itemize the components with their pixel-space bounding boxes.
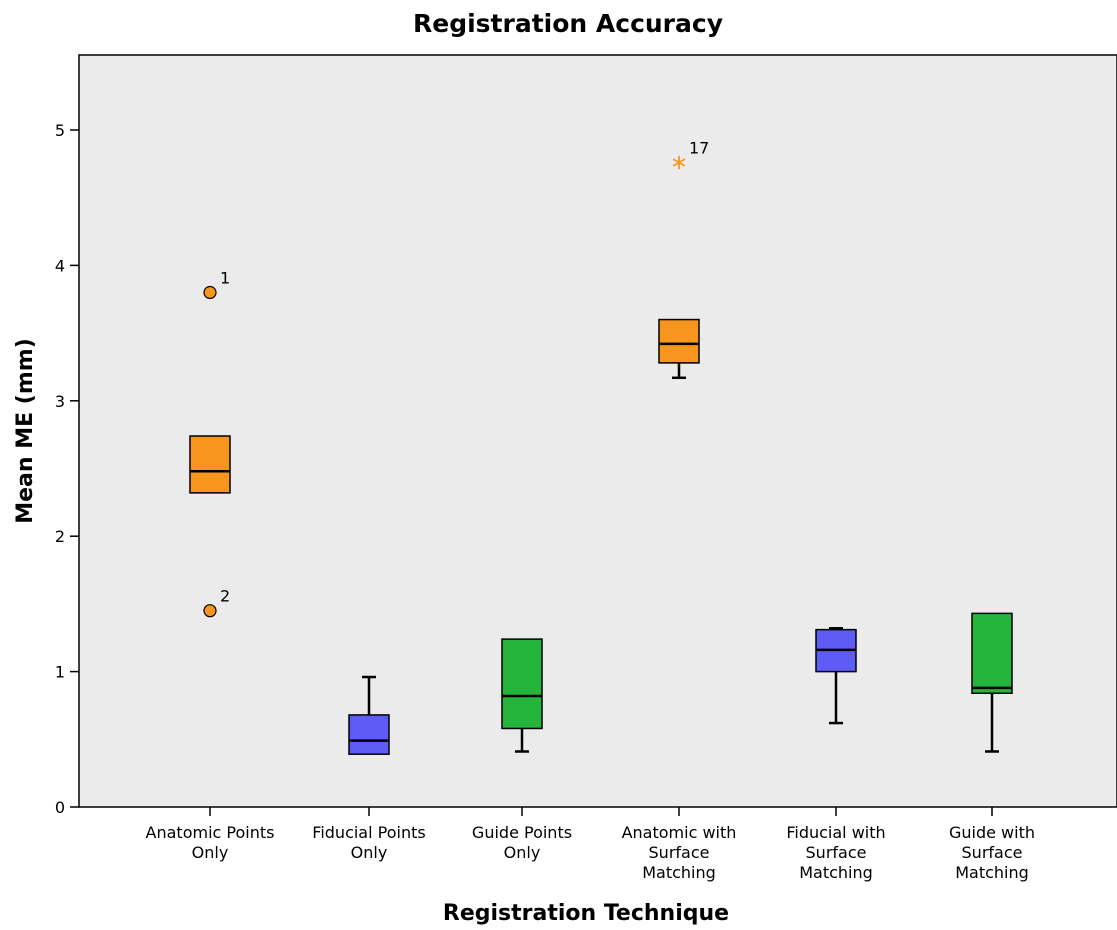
y-axis: 0 1 2 3 4 5 bbox=[55, 121, 79, 817]
box-rect bbox=[348, 714, 390, 755]
boxes-group bbox=[189, 318, 1013, 755]
y-tick-label: 5 bbox=[55, 121, 65, 140]
outlier-circle bbox=[203, 285, 217, 300]
y-axis-title: Mean ME (mm) bbox=[13, 338, 38, 524]
category-label-line: Anatomic Points bbox=[146, 823, 275, 842]
chart-title: Registration Accuracy bbox=[413, 9, 723, 38]
box-rect bbox=[501, 638, 543, 730]
category-label-line: Only bbox=[351, 843, 388, 862]
y-tick-label: 2 bbox=[55, 527, 65, 546]
category-label-line: Only bbox=[504, 843, 541, 862]
y-tick-label: 3 bbox=[55, 392, 65, 411]
box-4 bbox=[658, 318, 700, 380]
category-label-line: Only bbox=[192, 843, 229, 862]
box-2 bbox=[348, 675, 390, 755]
category-label-line: Surface bbox=[806, 843, 867, 862]
y-tick-label: 4 bbox=[55, 256, 65, 275]
y-tick-label: 1 bbox=[55, 663, 65, 682]
box-6 bbox=[971, 612, 1013, 753]
category-label: Guide with Surface Matching bbox=[949, 823, 1035, 882]
box-5 bbox=[815, 627, 857, 725]
outlier-label: 17 bbox=[689, 138, 709, 157]
box-rect bbox=[189, 435, 231, 494]
star-stroke bbox=[672, 158, 686, 167]
category-label-line: Guide Points bbox=[472, 823, 572, 842]
category-label: Fiducial with Surface Matching bbox=[786, 823, 885, 882]
category-label: Guide Points Only bbox=[472, 823, 572, 862]
y-tick-label: 0 bbox=[55, 798, 65, 817]
outlier-star bbox=[672, 155, 686, 170]
category-label: Fiducial Points Only bbox=[312, 823, 425, 862]
category-label-line: Surface bbox=[649, 843, 710, 862]
category-label-line: Matching bbox=[642, 863, 716, 882]
category-label-line: Surface bbox=[962, 843, 1023, 862]
category-label-line: Guide with bbox=[949, 823, 1035, 842]
outliers-group: 1 2 17 bbox=[203, 138, 709, 618]
category-label-line: Anatomic with bbox=[622, 823, 737, 842]
box-3 bbox=[501, 638, 543, 753]
category-label-line: Matching bbox=[799, 863, 873, 882]
box-rect bbox=[658, 318, 700, 364]
outlier-label: 1 bbox=[220, 268, 230, 287]
category-label-line: Fiducial with bbox=[786, 823, 885, 842]
category-label-line: Matching bbox=[955, 863, 1029, 882]
plot-area bbox=[78, 54, 1117, 808]
outlier-label: 2 bbox=[220, 587, 230, 606]
box-rect bbox=[971, 612, 1013, 695]
category-label-line: Fiducial Points bbox=[312, 823, 425, 842]
category-label: Anatomic with Surface Matching bbox=[622, 823, 737, 882]
outlier-circle bbox=[203, 604, 217, 618]
category-label: Anatomic Points Only bbox=[146, 823, 275, 862]
x-axis-title: Registration Technique bbox=[443, 901, 729, 926]
box-1 bbox=[189, 435, 231, 494]
